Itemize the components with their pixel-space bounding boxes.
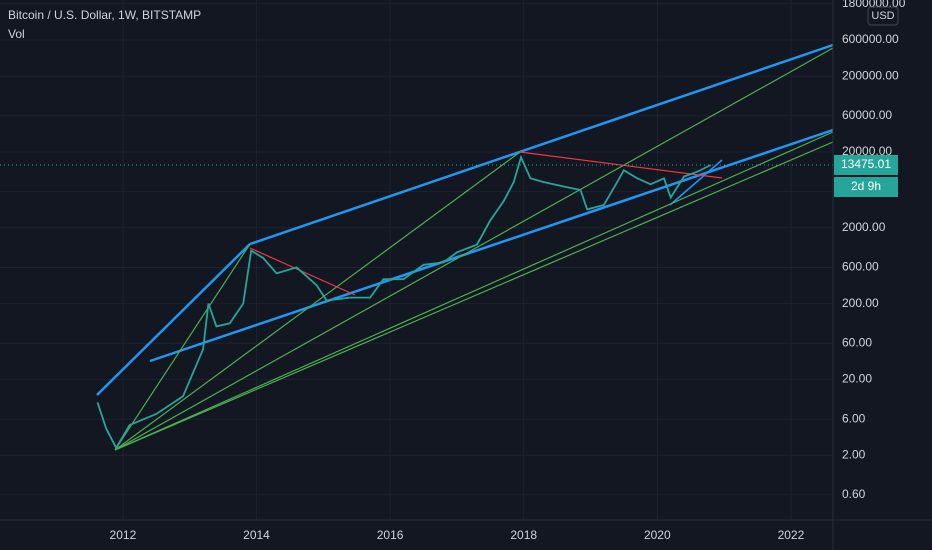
trend-lines [96, 43, 834, 451]
chart-title: Bitcoin / U.S. Dollar, 1W, BITSTAMP [8, 8, 201, 22]
x-tick-label: 2018 [510, 528, 537, 542]
volume-label: Vol [8, 27, 25, 41]
y-tick-label: 2.00 [842, 447, 866, 461]
x-tick-label: 2016 [377, 528, 404, 542]
y-tick-label: 2000.00 [842, 220, 886, 234]
y-tick-label: 6.00 [842, 411, 866, 425]
channel-line [249, 43, 834, 246]
x-tick-label: 2022 [778, 528, 805, 542]
y-tick-label: 20000.00 [842, 144, 892, 158]
last-price-label: 13475.01 [841, 157, 891, 171]
price-line [96, 154, 712, 450]
grid [0, 0, 833, 520]
resistance-line [519, 151, 723, 179]
fan-line [114, 243, 251, 451]
y-tick-label: 200000.00 [842, 68, 899, 82]
y-tick-label: 0.60 [842, 487, 866, 501]
y-tick-label: 60.00 [842, 335, 872, 349]
currency[interactable]: USD [871, 10, 894, 22]
y-tick-label: 200.00 [842, 296, 879, 310]
fan-line [114, 141, 834, 451]
fan-line [114, 47, 834, 451]
countdown: 2d 9h [851, 179, 881, 193]
fan-line [114, 151, 521, 451]
y-tick-label: 1800000.00 [842, 0, 906, 10]
y-tick-label: 20.00 [842, 372, 872, 386]
axes: 1800000.00 600000.00 200000.00 60000.00 2000… [110, 0, 906, 542]
plot [0, 154, 833, 450]
channel-line [96, 243, 251, 396]
fan-line [114, 131, 834, 451]
x-tick-label: 2014 [243, 528, 270, 542]
channel-line [149, 128, 834, 363]
currency-box[interactable] [867, 6, 899, 26]
countdown-badge [834, 176, 898, 197]
y-tick-label: 600000.00 [842, 32, 899, 46]
channel-line [669, 159, 723, 206]
x-tick-label: 2012 [110, 528, 137, 542]
x-tick-label: 2020 [644, 528, 671, 542]
last-price-badge [834, 154, 898, 175]
y-tick-label: 600.00 [842, 260, 879, 274]
y-tick-label: 60000.00 [842, 108, 892, 122]
